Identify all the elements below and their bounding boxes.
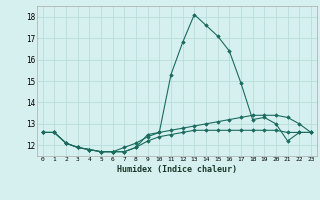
X-axis label: Humidex (Indice chaleur): Humidex (Indice chaleur)	[117, 165, 237, 174]
